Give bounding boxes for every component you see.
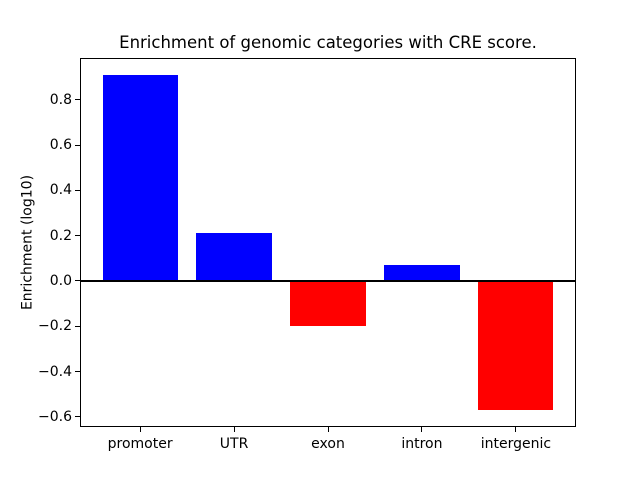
bar-intergenic xyxy=(478,280,554,411)
zero-line xyxy=(80,279,576,283)
y-tick-mark xyxy=(75,371,80,373)
y-tick-label: 0.6 xyxy=(49,137,72,154)
y-tick-label: −0.6 xyxy=(38,408,72,425)
y-tick-mark xyxy=(75,189,80,191)
x-tick-mark xyxy=(327,427,329,432)
y-tick-mark xyxy=(75,280,80,282)
y-tick-mark xyxy=(75,99,80,101)
x-tick-label-intron: intron xyxy=(401,436,443,452)
chart-title: Enrichment of genomic categories with CR… xyxy=(119,33,537,52)
x-tick-label-promoter: promoter xyxy=(107,436,173,452)
bar-intron xyxy=(384,265,460,281)
bar-exon xyxy=(290,280,366,327)
y-tick-mark xyxy=(75,235,80,237)
bar-promoter xyxy=(102,74,178,281)
x-tick-label-exon: exon xyxy=(311,436,345,452)
x-tick-mark xyxy=(421,427,423,432)
y-tick-mark xyxy=(75,144,80,146)
y-tick-label: 0.2 xyxy=(49,227,72,244)
y-tick-label: −0.2 xyxy=(38,318,72,335)
y-tick-mark xyxy=(75,325,80,327)
y-tick-label: 0.4 xyxy=(49,182,72,199)
y-tick-label: −0.4 xyxy=(38,363,72,380)
y-tick-label: 0.8 xyxy=(49,91,72,108)
x-tick-mark xyxy=(139,427,141,432)
x-tick-mark xyxy=(233,427,235,432)
y-tick-mark xyxy=(75,416,80,418)
x-tick-label-intergenic: intergenic xyxy=(480,436,552,452)
x-tick-mark xyxy=(515,427,517,432)
y-tick-label: 0.0 xyxy=(49,272,72,289)
x-tick-label-UTR: UTR xyxy=(219,436,249,452)
plot-area xyxy=(80,58,576,427)
bar-UTR xyxy=(196,233,272,281)
